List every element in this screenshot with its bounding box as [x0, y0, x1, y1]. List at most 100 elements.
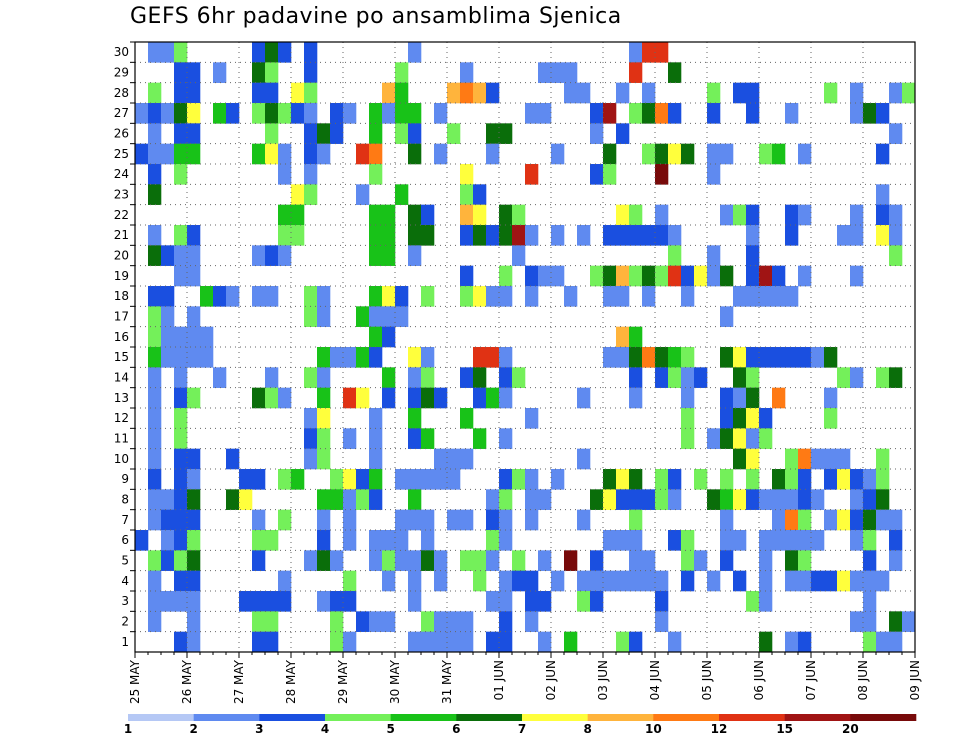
- heatmap-cell: [174, 530, 188, 551]
- heatmap-cell: [629, 530, 643, 551]
- heatmap-cell: [889, 245, 903, 266]
- heatmap-cell: [863, 530, 877, 551]
- heatmap-cell: [694, 550, 708, 571]
- heatmap-cell: [564, 82, 578, 104]
- heatmap-cell: [252, 143, 266, 165]
- heatmap-cell: [434, 611, 448, 632]
- heatmap-cell: [499, 611, 513, 632]
- heatmap-cell: [811, 570, 825, 592]
- heatmap-cell: [473, 367, 487, 388]
- heatmap-cell: [629, 347, 643, 368]
- heatmap-cell: [759, 631, 773, 653]
- heatmap-cell: [421, 347, 435, 368]
- heatmap-cell: [850, 225, 864, 246]
- heatmap-cell: [343, 387, 357, 409]
- x-tick-label: 30 MAY: [388, 659, 402, 704]
- heatmap-cell: [681, 265, 695, 287]
- heatmap-cell: [265, 367, 279, 388]
- heatmap-cell: [369, 245, 383, 266]
- heatmap-cell: [161, 326, 175, 348]
- colorbar-label: 12: [711, 722, 728, 736]
- heatmap-cell: [655, 347, 669, 368]
- y-tick-label: 27: [114, 106, 129, 120]
- heatmap-cell: [421, 367, 435, 388]
- heatmap-cell: [460, 367, 474, 388]
- heatmap-cell: [525, 286, 539, 307]
- heatmap-cell: [161, 286, 175, 307]
- heatmap-cell: [902, 82, 916, 104]
- y-tick-label: 11: [114, 432, 129, 446]
- heatmap-cell: [889, 225, 903, 246]
- heatmap-cell: [577, 570, 591, 592]
- heatmap-cell: [759, 347, 773, 368]
- heatmap-cell: [330, 489, 344, 510]
- heatmap-cell: [369, 347, 383, 368]
- heatmap-cell: [278, 143, 292, 165]
- x-axis: 25 MAY 26 MAY 27 MAY 28 MAY 29 MAY 30 MAY 31 M…: [128, 652, 922, 704]
- colorbar-swatch: [653, 714, 720, 721]
- heatmap-cell: [382, 387, 396, 409]
- heatmap-cell: [772, 347, 786, 368]
- y-tick-label: 9: [121, 472, 129, 486]
- y-tick-label: 29: [114, 66, 129, 80]
- colorbar-swatch: [128, 714, 194, 721]
- heatmap-cell: [187, 123, 201, 144]
- heatmap-cell: [551, 570, 565, 592]
- heatmap-cell: [278, 204, 292, 226]
- heatmap-cell: [785, 347, 799, 368]
- heatmap-cell: [876, 570, 890, 592]
- heatmap-cell: [863, 591, 877, 612]
- heatmap-cell: [837, 469, 851, 490]
- heatmap-cell: [174, 245, 188, 266]
- heatmap-cell: [655, 143, 669, 165]
- heatmap-cell: [148, 570, 162, 592]
- heatmap-cell: [681, 367, 695, 388]
- heatmap-cell: [525, 265, 539, 287]
- heatmap-cell: [681, 408, 695, 429]
- heatmap-cell: [460, 611, 474, 632]
- heatmap-cell: [642, 103, 656, 124]
- heatmap-cell: [369, 306, 383, 327]
- heatmap-cell: [343, 631, 357, 653]
- heatmap-cell: [876, 184, 890, 205]
- heatmap-cell: [343, 347, 357, 368]
- heatmap-cell: [850, 103, 864, 124]
- heatmap-cell: [629, 509, 643, 531]
- heatmap-cell: [174, 347, 188, 368]
- heatmap-cell: [759, 591, 773, 612]
- heatmap-cell: [330, 550, 344, 571]
- heatmap-cell: [330, 347, 344, 368]
- heatmap-cell: [421, 550, 435, 571]
- heatmap-cell: [174, 164, 188, 185]
- heatmap-cell: [174, 489, 188, 510]
- heatmap-cell: [603, 469, 617, 490]
- heatmap-cell: [317, 306, 331, 327]
- heatmap-cell: [369, 204, 383, 226]
- heatmap-cell: [330, 103, 344, 124]
- heatmap-cell: [395, 550, 409, 571]
- heatmap-cell: [252, 82, 266, 104]
- heatmap-cell: [187, 489, 201, 510]
- heatmap-cell: [746, 448, 760, 470]
- heatmap-cell: [785, 204, 799, 226]
- x-tick-label: 07 JUN: [804, 660, 818, 700]
- heatmap-cell: [629, 103, 643, 124]
- heatmap-cell: [278, 42, 292, 63]
- colorbar-label: 20: [842, 722, 859, 736]
- heatmap-cell: [187, 530, 201, 551]
- heatmap-cell: [759, 408, 773, 429]
- heatmap-cell: [629, 367, 643, 388]
- heatmap-cell: [694, 367, 708, 388]
- heatmap-cell: [525, 591, 539, 612]
- heatmap-cell: [746, 225, 760, 246]
- heatmap-cell: [226, 489, 240, 510]
- heatmap-cell: [473, 184, 487, 205]
- heatmap-cell: [291, 469, 305, 490]
- heatmap-cell: [265, 103, 279, 124]
- heatmap-cell: [473, 347, 487, 368]
- heatmap-cell: [707, 489, 721, 510]
- heatmap-cell: [187, 326, 201, 348]
- heatmap-cell: [213, 103, 227, 124]
- heatmap-cell: [499, 570, 513, 592]
- heatmap-cell: [707, 82, 721, 104]
